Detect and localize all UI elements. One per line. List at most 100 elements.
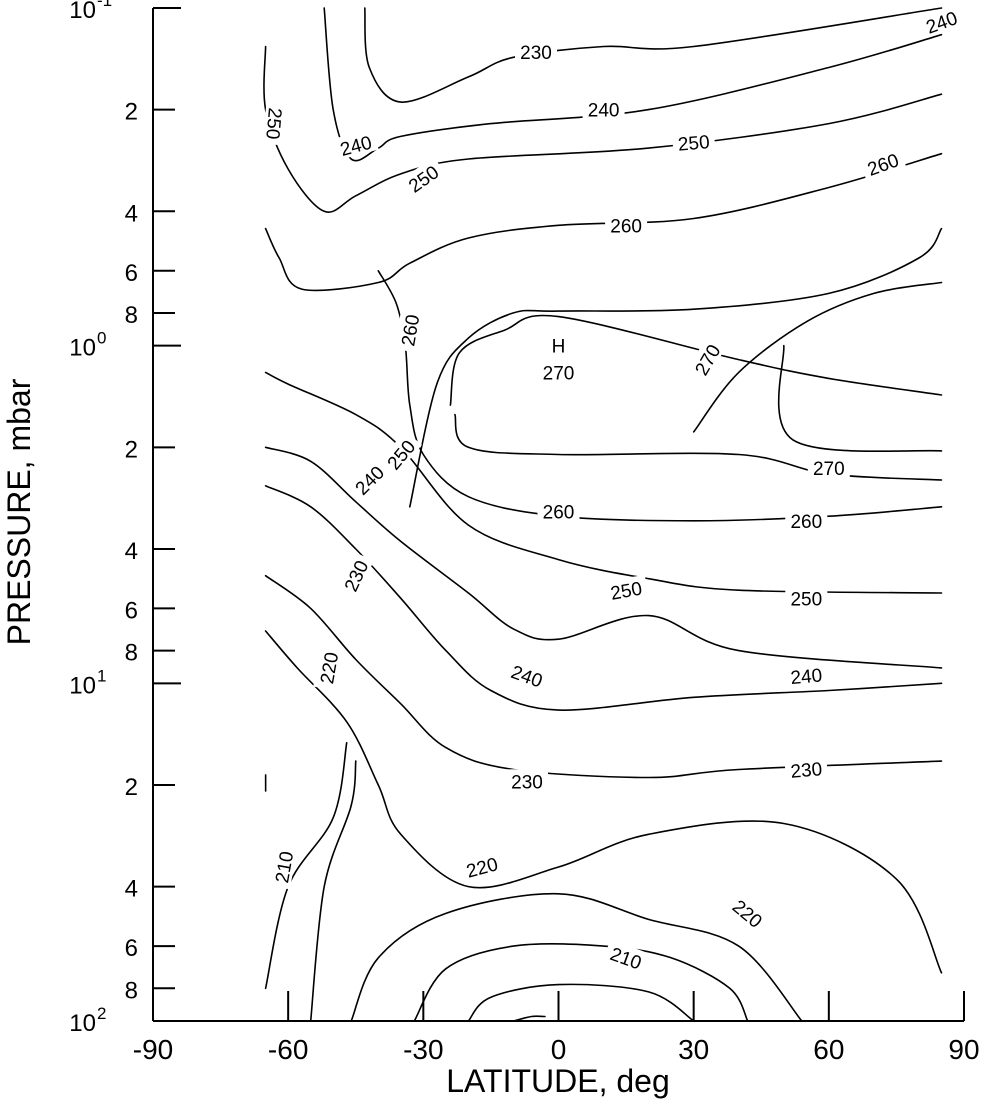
contour-label: 250 <box>790 589 822 610</box>
contour-line-210 <box>413 943 749 1022</box>
contour-label: 270 <box>813 459 845 480</box>
contour-label-bg <box>785 508 828 531</box>
y-tick-exponent: 2 <box>97 1004 106 1023</box>
contour-line-210 <box>467 983 695 1022</box>
x-tick-label: -90 <box>133 1034 173 1065</box>
contour-label: 260 <box>865 150 902 181</box>
contour-label-group: 260 <box>605 213 648 237</box>
contour-label-group: 240 <box>332 128 379 161</box>
contour-label: 250 <box>677 132 710 156</box>
x-tick-label: -30 <box>403 1034 443 1065</box>
y-tick-label: 8 <box>125 640 138 667</box>
contour-label-group: 240 <box>784 662 829 689</box>
contour-label-bg <box>784 662 829 688</box>
contour-line-230 <box>264 574 943 779</box>
contour-label-group: 230 <box>336 551 374 599</box>
contour-label-bg <box>503 657 551 693</box>
y-tick-label: 6 <box>125 260 138 287</box>
contour-label-bg <box>859 145 907 181</box>
contour-line-210 <box>264 742 348 990</box>
contour-label-group: 260 <box>859 145 907 181</box>
contour-label-bg <box>332 128 379 161</box>
contour-label-bg <box>917 3 965 39</box>
contour-label-group: 250 <box>671 128 716 156</box>
x-tick-label: 30 <box>678 1034 709 1065</box>
contour-label-bg <box>671 128 716 155</box>
contour-label: 260 <box>790 512 822 533</box>
contour-line-220 <box>350 892 803 1022</box>
contour-label: 230 <box>520 43 552 64</box>
y-tick-label: 8 <box>125 302 138 329</box>
y-tick-exponent: 1 <box>97 666 106 685</box>
contour-label: 260 <box>610 216 642 237</box>
contour-label-bg <box>537 499 580 522</box>
contour-label-group: 230 <box>515 40 557 64</box>
contour-label-bg <box>394 307 424 353</box>
contour-label: 240 <box>924 8 961 39</box>
y-tick-label: 2 <box>125 436 138 463</box>
contour-line-260 <box>409 227 943 508</box>
contour-label-group: 240 <box>503 657 551 693</box>
contour-label-bg <box>378 430 422 478</box>
y-tick-label: 4 <box>125 538 138 565</box>
contour-label-bg <box>582 97 625 120</box>
y-tick-label: 4 <box>125 876 138 903</box>
contour-label-bg <box>268 844 298 890</box>
contour-label: 240 <box>588 101 620 122</box>
contour-label-group: 260 <box>537 499 580 524</box>
contour-label-bg <box>784 755 829 782</box>
y-tick-label: 6 <box>125 935 138 962</box>
y-tick-label: 4 <box>125 200 138 227</box>
contour-label: 230 <box>790 759 823 783</box>
contour-line-270 <box>449 314 943 406</box>
x-tick-label: 0 <box>551 1034 567 1065</box>
contour-label-group: 220 <box>725 890 772 935</box>
contour-label: 220 <box>317 651 343 686</box>
contour-label-bg <box>602 939 650 975</box>
contour-label-bg <box>807 455 850 478</box>
contour-labels: 230 240 240 240 250 250 250 260 260 260 H 270 270 270… <box>261 3 965 975</box>
contour-label-bg <box>345 456 392 502</box>
y-tick-label: 10 <box>69 1010 96 1037</box>
contour-label-group: H <box>549 333 568 358</box>
contour-label-group: 220 <box>313 645 343 691</box>
contour-label-group: 230 <box>784 755 829 783</box>
contour-label-group: 270 <box>537 360 580 384</box>
contour-label: 260 <box>398 313 424 348</box>
contour-line-250 <box>264 371 943 594</box>
contour-label-group: 240 <box>582 97 625 122</box>
x-tick-label: 60 <box>813 1034 844 1065</box>
contour-line-270 <box>777 344 943 453</box>
contour-label-bg <box>336 551 374 599</box>
contour-label: 270 <box>543 363 575 384</box>
contour-line-270 <box>692 281 943 433</box>
contour-label-bg <box>549 333 568 356</box>
contour-line-220 <box>309 760 357 1022</box>
contour-label-bg <box>458 849 505 883</box>
contour-label: H <box>552 337 566 358</box>
contour-label: 210 <box>607 944 644 975</box>
contour-label-bg <box>785 586 828 609</box>
y-tick-label: 2 <box>125 774 138 801</box>
contour-label-group: 270 <box>686 335 727 383</box>
y-tick-exponent: 0 <box>97 329 106 348</box>
contour-label: 240 <box>790 665 823 689</box>
contour-label-group: 250 <box>785 586 828 610</box>
contour-line-240 <box>323 7 943 162</box>
contour-label-bg <box>603 574 649 604</box>
x-tick-label: -60 <box>268 1034 308 1065</box>
contour-label: 250 <box>609 579 644 605</box>
contour-label-bg <box>515 40 557 62</box>
contour-line-210 <box>512 1015 546 1022</box>
y-tick-label: 10 <box>69 672 96 699</box>
y-axis-title: PRESSURE, mbar <box>1 378 37 645</box>
contour-label-group: 220 <box>458 849 505 883</box>
contour-line-240 <box>264 446 943 669</box>
contour-label-bg <box>313 645 343 691</box>
contour-label-bg <box>725 890 772 935</box>
x-axis-title: LATITUDE, deg <box>446 1063 669 1099</box>
x-tick-label: 90 <box>948 1034 979 1065</box>
